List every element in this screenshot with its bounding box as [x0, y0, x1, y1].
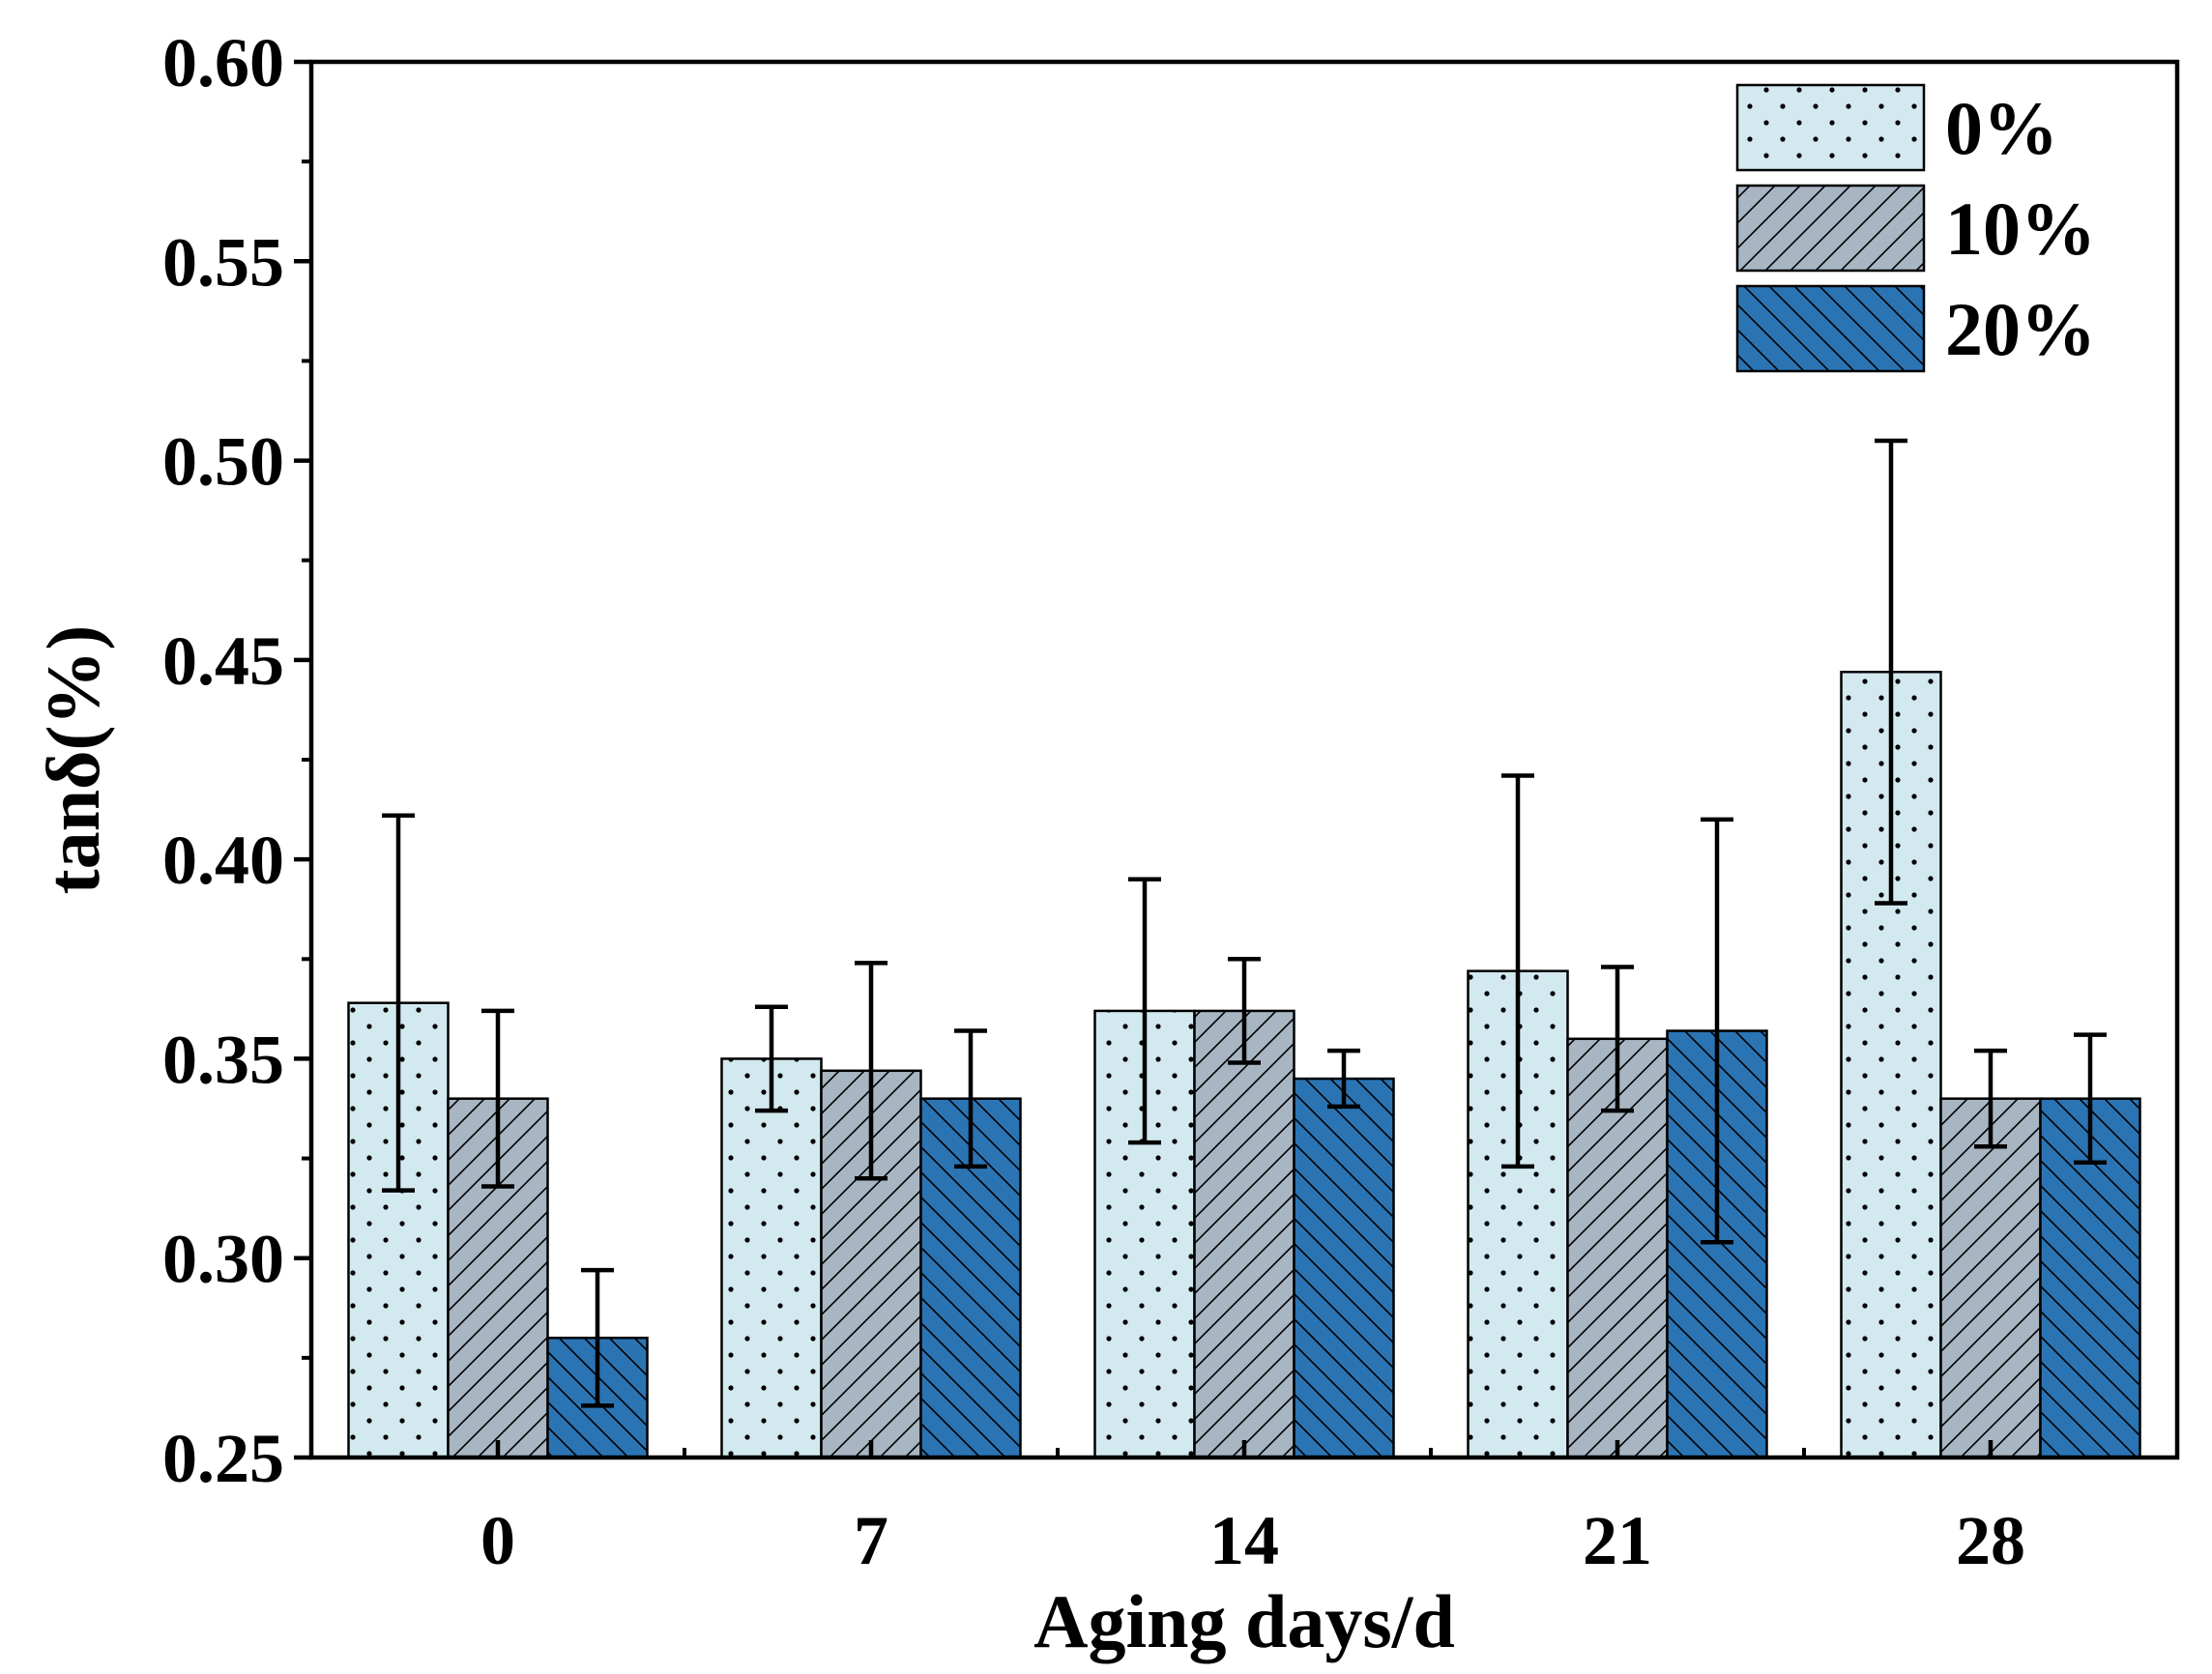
- x-axis-title: Aging days/d: [1033, 1579, 1455, 1663]
- error-bar-20pct-day-14: [1327, 1048, 1360, 1110]
- bar-pattern-20pct-day-14: [1293, 1077, 1395, 1459]
- error-bar-0pct-day-14: [1128, 877, 1161, 1145]
- y-tick-label: 0.55: [162, 223, 284, 301]
- y-tick-label: 0.45: [162, 622, 284, 700]
- error-bar-0pct-day-21: [1501, 773, 1534, 1169]
- x-tick-label: 28: [1956, 1502, 2025, 1579]
- error-bar-0pct-day-0: [382, 813, 415, 1193]
- error-bar-0pct-day-7: [755, 1004, 788, 1113]
- error-bar-0pct-day-28: [1875, 438, 1907, 906]
- legend-item-20pct: 20%: [1735, 284, 2096, 373]
- error-bar-10pct-day-0: [481, 1008, 514, 1189]
- bar-pattern-0pct-day-7: [720, 1057, 823, 1459]
- error-bar-20pct-day-21: [1701, 817, 1733, 1245]
- error-bar-10pct-day-21: [1601, 965, 1634, 1113]
- x-tick-label: 7: [854, 1502, 888, 1579]
- error-bar-10pct-day-28: [1974, 1048, 2007, 1149]
- x-tick-label: 14: [1209, 1502, 1279, 1579]
- error-bar-20pct-day-28: [2074, 1032, 2107, 1165]
- error-bar-10pct-day-14: [1228, 957, 1261, 1065]
- error-bar-20pct-day-7: [954, 1028, 987, 1169]
- legend-label-20pct: 20%: [1945, 287, 2096, 371]
- axes: 0.25 0.30 0.35 0.40 0.45 0.50 0.55 0.60 0 7 14 21 28…: [31, 24, 2180, 1663]
- y-tick-label: 0.35: [162, 1021, 284, 1098]
- legend-label-0pct: 0%: [1945, 86, 2058, 170]
- legend-label-10pct: 10%: [1945, 187, 2096, 271]
- y-tick-label: 0.60: [162, 24, 284, 101]
- legend: 0% 10% 20%: [1735, 83, 2096, 373]
- error-bars-layer: [382, 438, 2107, 1408]
- y-tick-label: 0.30: [162, 1221, 284, 1298]
- error-bar-20pct-day-0: [581, 1267, 614, 1408]
- x-tick-label: 21: [1583, 1502, 1652, 1579]
- legend-item-0pct: 0%: [1735, 83, 2058, 172]
- y-tick-label: 0.40: [162, 822, 284, 899]
- bar-pattern-10pct-day-14: [1193, 1009, 1295, 1459]
- bar-pattern-10pct-day-28: [1939, 1097, 2042, 1459]
- y-tick-label: 0.25: [162, 1420, 284, 1497]
- y-axis-title: tanδ(%): [31, 625, 115, 895]
- x-tick-label: 0: [480, 1502, 515, 1579]
- y-tick-label: 0.50: [162, 423, 284, 501]
- error-bar-10pct-day-7: [855, 961, 888, 1181]
- legend-item-10pct: 10%: [1735, 184, 2096, 273]
